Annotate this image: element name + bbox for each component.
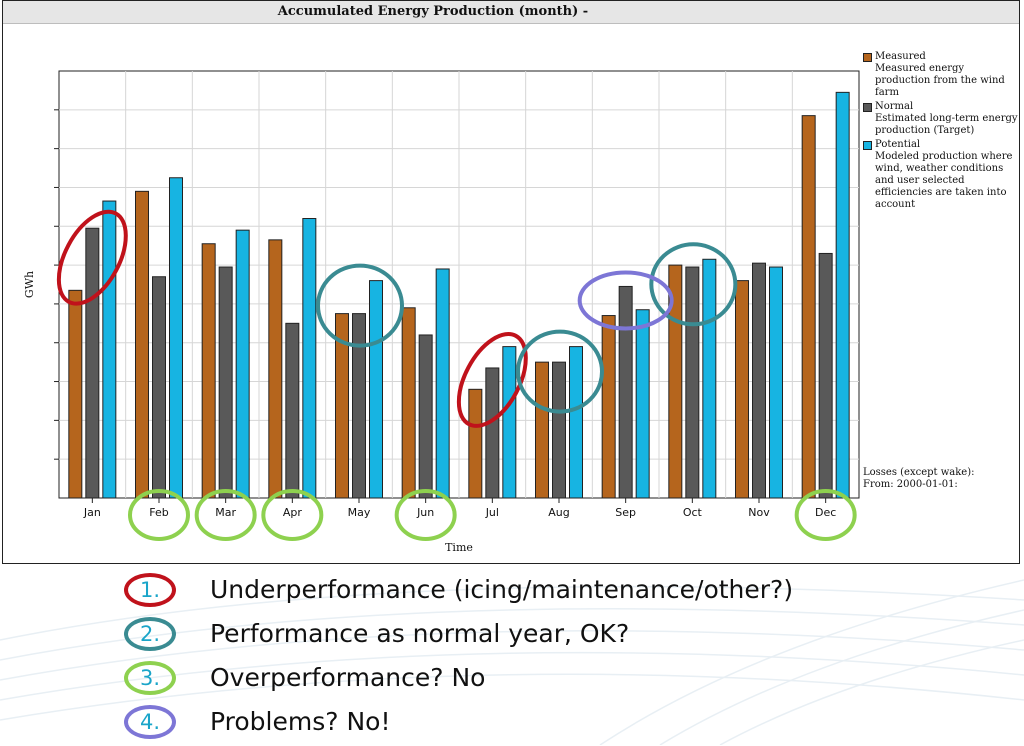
bar-potential-sep	[635, 309, 650, 499]
bar-normal-dec	[818, 252, 833, 499]
x-tick-label-nov: Nov	[748, 506, 770, 519]
key-row-2: 2. Performance as normal year, OK?	[124, 614, 1004, 658]
bar-chart: Jan Feb Mar Apr May Jun Jul Aug Sep Oct Nov Dec GWh T…	[23, 70, 860, 554]
highlight-oval-jun	[394, 489, 457, 541]
bar-normal-jun	[418, 334, 433, 499]
key-description: Problems? No!	[210, 707, 391, 736]
highlight-oval-feb	[128, 489, 190, 541]
bar-normal-oct	[685, 266, 700, 499]
chart-title: Accumulated Energy Production (month) -	[277, 4, 589, 19]
bar-potential-oct	[702, 258, 717, 499]
key-number-oval: 3.	[124, 661, 176, 695]
key-number-oval: 2.	[124, 617, 176, 651]
x-axis-label: Time	[445, 541, 473, 554]
bar-potential-jul	[502, 346, 517, 499]
legend-name: Measured	[875, 51, 926, 62]
highlight-oval-jan	[56, 209, 128, 306]
key-description: Overperformance? No	[210, 663, 486, 692]
highlight-oval-aug	[516, 329, 604, 414]
bar-potential-may	[369, 280, 383, 499]
x-tick-label-sep: Sep	[615, 506, 636, 519]
legend-name: Normal	[875, 101, 914, 112]
chart-legend: Measured Measured energy production from …	[863, 51, 1019, 213]
legend-name: Potential	[875, 139, 921, 150]
legend-description: Modeled production where wind, weather c…	[875, 151, 1013, 210]
bar-normal-sep	[618, 285, 633, 499]
bar-potential-jun	[435, 268, 450, 499]
x-tick-label-jan: Jan	[83, 506, 101, 519]
bar-potential-nov	[769, 266, 783, 499]
key-row-3: 3. Overperformance? No	[124, 658, 1004, 702]
bar-measured-jan	[68, 289, 83, 499]
bar-measured-feb	[135, 190, 149, 499]
bar-potential-aug	[569, 346, 583, 499]
legend-swatch	[863, 53, 872, 62]
legend-swatch	[863, 141, 872, 150]
bar-measured-jun	[401, 307, 416, 499]
bar-normal-feb	[152, 276, 166, 499]
legend-entry-normal: Normal Estimated long-term energy product…	[863, 101, 1019, 137]
bar-normal-apr	[285, 322, 300, 499]
highlight-oval-jul	[456, 332, 528, 428]
x-tick-label-oct: Oct	[683, 506, 703, 519]
key-number-oval: 1.	[124, 573, 176, 607]
bar-measured-mar	[201, 243, 216, 499]
bar-normal-may	[352, 313, 366, 499]
footnote-line: From: 2000-01-01:	[863, 479, 958, 490]
chart-window: Accumulated Energy Production (month) - …	[2, 0, 1020, 564]
x-tick-label-feb: Feb	[149, 506, 168, 519]
x-tick-label-dec: Dec	[815, 506, 836, 519]
legend-description: Estimated long-term energy production (T…	[875, 113, 1018, 136]
legend-entry-potential: Potential Modeled production where wind, …	[863, 139, 1019, 211]
bar-measured-nov	[735, 280, 749, 499]
bar-measured-jul	[468, 388, 483, 499]
key-description: Performance as normal year, OK?	[210, 619, 630, 648]
x-tick-label-jun: Jun	[416, 506, 434, 519]
chart-footnote: Losses (except wake): From: 2000-01-01:	[863, 467, 1019, 491]
bar-potential-jan	[102, 200, 117, 499]
bar-measured-apr	[268, 239, 283, 499]
x-tick-label-may: May	[348, 506, 371, 519]
bar-normal-nov	[752, 262, 766, 499]
annotation-key: 1. Underperformance (icing/maintenance/ot…	[0, 566, 1024, 745]
highlight-oval-may	[316, 263, 404, 348]
bar-normal-jan	[85, 227, 100, 499]
highlight-oval-apr	[261, 489, 324, 541]
bar-measured-sep	[601, 315, 616, 499]
bar-measured-may	[335, 313, 349, 499]
key-number-oval: 4.	[124, 705, 176, 739]
legend-swatch	[863, 103, 872, 112]
highlight-oval-sep	[577, 270, 674, 331]
bar-potential-feb	[169, 177, 183, 499]
bar-normal-jul	[485, 367, 500, 499]
bar-measured-aug	[535, 361, 549, 499]
highlight-oval-oct	[649, 242, 738, 327]
bar-potential-apr	[302, 218, 317, 499]
legend-entry-measured: Measured Measured energy production from …	[863, 51, 1019, 99]
chart-title-bar	[3, 1, 1019, 24]
bar-normal-aug	[552, 361, 566, 499]
highlight-oval-dec	[794, 489, 857, 541]
x-tick-label-mar: Mar	[215, 506, 236, 519]
footnote-line: Losses (except wake):	[863, 467, 975, 478]
key-description: Underperformance (icing/maintenance/othe…	[210, 575, 794, 604]
bar-normal-mar	[218, 266, 233, 499]
bar-measured-dec	[801, 115, 816, 499]
legend-description: Measured energy production from the wind…	[875, 63, 1005, 98]
bar-potential-mar	[235, 229, 250, 499]
y-axis-label: GWh	[23, 271, 36, 298]
key-row-4: 4. Problems? No!	[124, 702, 1004, 746]
key-row-1: 1. Underperformance (icing/maintenance/ot…	[124, 570, 1004, 614]
highlight-oval-mar	[194, 489, 257, 541]
x-tick-label-aug: Aug	[548, 506, 569, 519]
bar-potential-dec	[835, 91, 850, 499]
x-tick-label-jul: Jul	[485, 506, 499, 519]
x-tick-label-apr: Apr	[283, 506, 303, 519]
